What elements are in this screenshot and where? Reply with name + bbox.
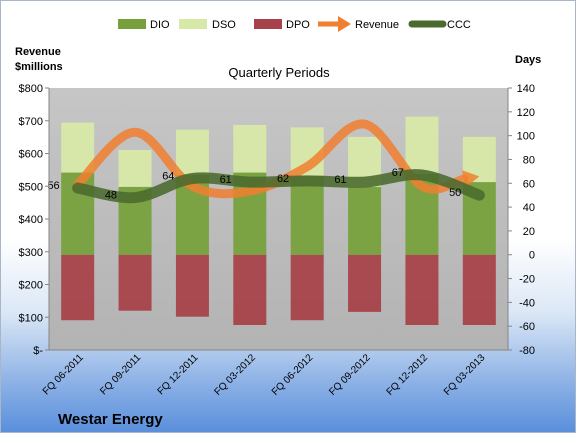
ccc-data-label-3: 61 (220, 174, 232, 186)
left-axis-tick-label-0: $- (33, 345, 43, 357)
right-axis-tick-label-8: 80 (523, 154, 535, 166)
ccc-data-label-5: 61 (334, 174, 346, 186)
right-axis-tick-label-7: 60 (523, 178, 535, 190)
ccc-point-3 (248, 181, 251, 184)
left-axis-tick-label-2: $200 (19, 280, 43, 292)
bar-dpo-3 (233, 254, 267, 325)
lines-layer (72, 119, 485, 204)
left-axis-tick-label-7: $700 (19, 116, 43, 128)
left-axis-tick-label-4: $400 (19, 214, 43, 226)
legend-swatch-dpo (254, 19, 282, 29)
bar-dso-1 (118, 149, 152, 187)
left-axis-tick-label-5: $500 (19, 181, 43, 193)
bar-dpo-4 (290, 254, 324, 321)
right-axis: -80 -60 -40 -20 0 20 40 60 80 100 120 140 (507, 83, 535, 357)
x-axis: FQ 06-2011 FQ 09-2011 FQ 12-2011 FQ 03-2012… (41, 349, 508, 398)
ccc-point-5 (363, 181, 366, 184)
left-axis-tick-label-3: $300 (19, 247, 43, 259)
bar-dpo-0 (61, 254, 95, 321)
legend-label-ccc: CCC (447, 19, 471, 31)
bar-dso-0 (61, 122, 95, 173)
company-name: Westar Energy (58, 411, 163, 428)
ccc-data-label-7: 50 (449, 187, 461, 199)
ccc-data-label-2: 64 (162, 171, 174, 183)
left-axis-title-line2: $millions (15, 61, 63, 73)
right-axis-tick-label-0: -80 (519, 345, 535, 357)
bar-dio-4 (290, 176, 324, 255)
legend-label-revenue: Revenue (355, 19, 399, 31)
legend-label-dso: DSO (212, 19, 236, 31)
bar-dpo-2 (175, 254, 209, 317)
x-axis-category-label-3: FQ 03-2012 (212, 352, 258, 398)
bar-dpo-1 (118, 254, 152, 311)
right-axis-tick-label-6: 40 (523, 202, 535, 214)
chart-title: Quarterly Periods (228, 65, 330, 80)
ccc-point-1 (134, 196, 137, 199)
right-axis-tick-label-5: 20 (523, 226, 535, 238)
left-axis-tick-label-8: $800 (19, 83, 43, 95)
ccc-line (72, 169, 485, 204)
ccc-point-6 (420, 173, 423, 176)
left-axis-tick-label-6: $600 (19, 149, 43, 161)
legend-swatch-dio (118, 19, 146, 29)
legend-label-dio: DIO (150, 19, 170, 31)
right-axis-tick-label-3: -20 (519, 274, 535, 286)
ccc-point-2 (191, 177, 194, 180)
left-axis-title-line1: Revenue (15, 46, 61, 58)
ccc-data-label-6: 67 (392, 167, 404, 179)
right-axis-tick-label-1: -60 (519, 321, 535, 333)
bar-dpo-6 (405, 254, 439, 325)
x-axis-category-label-1: FQ 09-2011 (98, 352, 143, 397)
legend-swatch-dso (179, 19, 207, 29)
bar-dpo-5 (348, 254, 382, 312)
x-axis-category-label-4: FQ 06-2012 (270, 352, 316, 398)
ccc-data-label-4: 62 (277, 173, 289, 185)
left-axis: $- $100 $200 $300 $400 $500 $600 $700 $800 (19, 83, 50, 357)
right-axis-title: Days (515, 54, 541, 66)
bar-dso-3 (233, 124, 267, 173)
ccc-data-label-1: 48 (105, 190, 117, 202)
bar-dio-5 (348, 186, 382, 255)
right-axis-tick-label-4: 0 (529, 250, 535, 262)
x-axis-category-label-6: FQ 12-2012 (385, 352, 431, 398)
ccc-data-label-0: 56 (47, 180, 59, 192)
right-axis-tick-label-2: -40 (519, 297, 535, 309)
plot-area (49, 88, 508, 350)
revenue-arrowhead (462, 170, 480, 188)
ccc-point-4 (306, 179, 309, 182)
legend-label-dpo: DPO (286, 19, 310, 31)
right-axis-tick-label-11: 140 (517, 83, 535, 95)
x-axis-category-label-2: FQ 12-2011 (156, 352, 201, 397)
right-axis-tick-label-9: 100 (517, 131, 535, 143)
x-axis-category-label-0: FQ 06-2011 (41, 352, 86, 397)
bar-dso-2 (175, 129, 209, 175)
bar-dpo-7 (462, 254, 496, 325)
x-axis-category-label-7: FQ 03-2013 (442, 352, 488, 398)
x-axis-category-label-5: FQ 09-2012 (327, 352, 373, 398)
bar-dso-6 (405, 116, 439, 174)
legend-swatch-revenue (318, 16, 351, 32)
legend: DIO DSO DPO Revenue CCC (118, 16, 471, 32)
data-labels-layer: 56 48 64 61 62 61 67 50 (47, 167, 461, 202)
ccc-point-7 (478, 194, 481, 197)
ccc-point-0 (76, 187, 79, 190)
right-axis-tick-label-10: 120 (517, 107, 535, 119)
left-axis-tick-label-1: $100 (19, 312, 43, 324)
